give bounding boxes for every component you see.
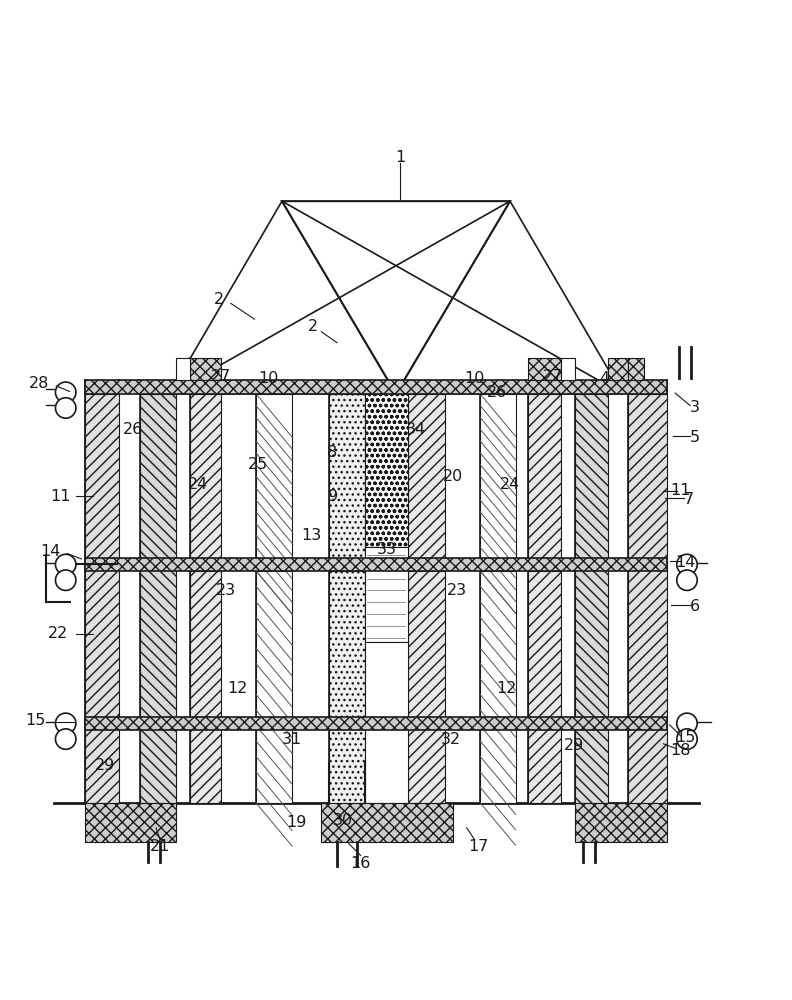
Text: 29: 29	[564, 738, 584, 753]
Bar	[364, 547, 408, 642]
Text: 34: 34	[406, 422, 426, 437]
Text: 30: 30	[333, 813, 353, 828]
Bar	[528, 394, 562, 571]
Bar	[256, 394, 292, 571]
Text: 1: 1	[394, 150, 405, 165]
Bar	[190, 571, 222, 803]
Text: 11: 11	[51, 489, 71, 504]
Text: 9: 9	[328, 489, 338, 504]
Text: 2: 2	[214, 292, 224, 307]
Text: 2: 2	[308, 319, 318, 334]
Circle shape	[676, 713, 697, 734]
Text: 3: 3	[690, 400, 700, 415]
Text: 11: 11	[671, 483, 691, 498]
Text: 33: 33	[376, 542, 397, 557]
Bar	[322, 803, 452, 842]
Circle shape	[55, 398, 76, 418]
Bar	[608, 358, 628, 380]
Bar	[86, 558, 668, 571]
Text: 24: 24	[188, 477, 208, 492]
Text: 23: 23	[447, 583, 467, 598]
Text: 14: 14	[676, 555, 695, 570]
Text: 31: 31	[282, 732, 303, 747]
Text: 21: 21	[150, 839, 170, 854]
Bar	[329, 571, 364, 803]
Text: 25: 25	[247, 457, 268, 472]
Text: 23: 23	[216, 583, 236, 598]
Text: 29: 29	[95, 758, 115, 773]
Text: 12: 12	[496, 681, 516, 696]
Text: 5: 5	[690, 430, 700, 445]
Circle shape	[55, 713, 76, 734]
Text: 12: 12	[227, 681, 247, 696]
Text: 19: 19	[286, 815, 307, 830]
Circle shape	[55, 554, 76, 575]
Bar	[86, 717, 668, 730]
Polygon shape	[169, 201, 396, 394]
Bar	[256, 571, 292, 803]
Bar	[628, 358, 644, 380]
Bar	[86, 394, 119, 803]
Bar	[408, 571, 445, 803]
Text: 32: 32	[441, 732, 461, 747]
Text: 27: 27	[543, 369, 563, 384]
Text: 22: 22	[48, 626, 68, 641]
Circle shape	[55, 729, 76, 749]
Text: 10: 10	[258, 371, 279, 386]
Bar	[528, 571, 562, 803]
Text: 20: 20	[443, 469, 463, 484]
Text: 4: 4	[600, 371, 610, 386]
Bar	[628, 394, 668, 803]
Text: 14: 14	[40, 544, 60, 559]
Text: 27: 27	[211, 369, 231, 384]
Circle shape	[55, 570, 76, 590]
Text: 15: 15	[676, 730, 695, 745]
Bar	[140, 394, 176, 803]
Circle shape	[676, 570, 697, 590]
Bar	[364, 394, 408, 547]
Bar	[190, 394, 222, 571]
Circle shape	[676, 729, 697, 749]
Bar	[364, 642, 408, 803]
Circle shape	[55, 382, 76, 402]
Bar	[562, 358, 575, 380]
Text: 15: 15	[25, 713, 46, 728]
Circle shape	[676, 554, 697, 575]
Bar	[575, 394, 608, 803]
Bar	[190, 358, 222, 380]
Polygon shape	[282, 201, 510, 394]
Text: 6: 6	[690, 599, 700, 614]
Text: 18: 18	[671, 743, 691, 758]
Bar	[329, 394, 364, 571]
Bar	[480, 394, 516, 571]
Bar	[528, 358, 562, 380]
Text: 7: 7	[683, 492, 694, 508]
Text: 26: 26	[486, 385, 507, 400]
Bar	[176, 358, 190, 380]
Text: 17: 17	[468, 839, 489, 854]
Bar	[480, 571, 516, 803]
Text: 13: 13	[302, 528, 322, 543]
Polygon shape	[396, 201, 623, 394]
Bar	[86, 803, 176, 842]
Text: 10: 10	[464, 371, 485, 386]
Text: 24: 24	[500, 477, 520, 492]
Bar	[86, 380, 668, 394]
Text: 28: 28	[29, 376, 49, 391]
Bar	[86, 394, 668, 803]
Text: 8: 8	[326, 445, 337, 460]
Text: 26: 26	[123, 422, 143, 437]
Bar	[408, 394, 445, 571]
Bar	[575, 803, 668, 842]
Text: 16: 16	[350, 856, 371, 871]
